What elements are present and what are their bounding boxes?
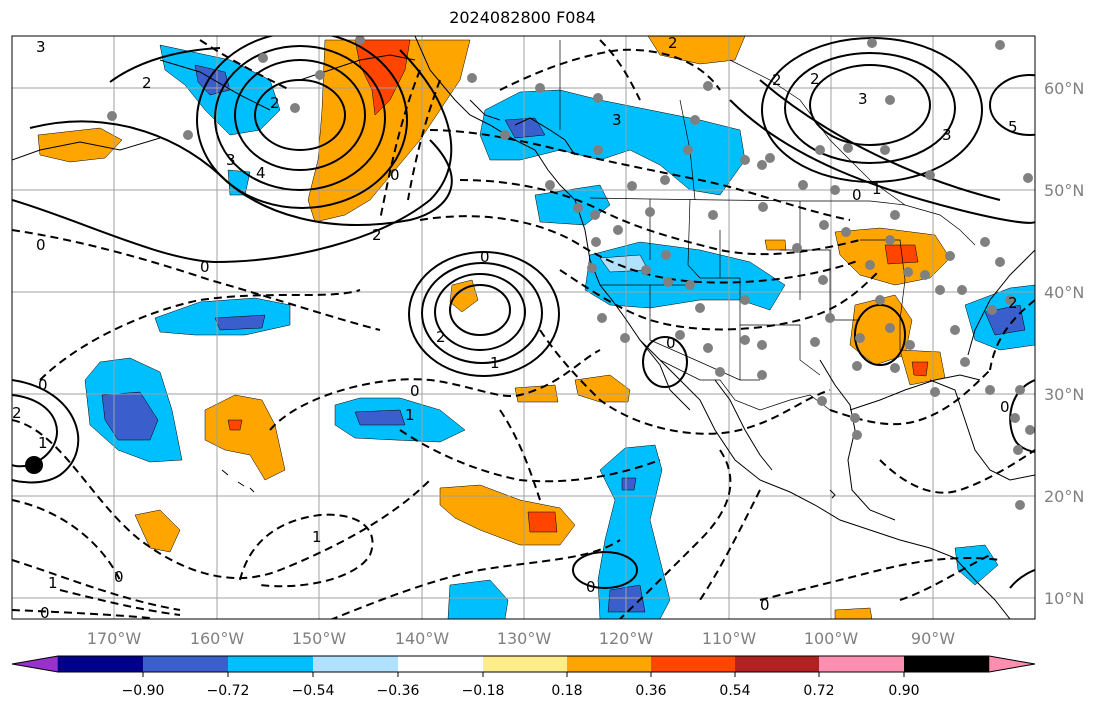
contour-label: 3 (858, 90, 868, 108)
colorbar-tick: 0.54 (719, 683, 750, 699)
map-frame (11, 35, 1036, 620)
longitude-label: 140°W (395, 629, 450, 648)
contour-label: 2 (668, 34, 678, 52)
map-title: 2024082800 F084 (449, 8, 596, 27)
contour-label: 0 (852, 186, 862, 204)
longitude-label: 160°W (190, 629, 245, 648)
colorbar-extend-high (988, 655, 1036, 673)
contour-label: 3 (942, 126, 952, 144)
contour-label: 0 (1000, 398, 1010, 416)
contour-label: 1 (48, 574, 58, 592)
contour-label: 0 (390, 166, 400, 184)
colorbar-tick: −0.18 (462, 683, 505, 699)
contour-label: 2 (810, 70, 820, 88)
longitude-label: 120°W (599, 629, 654, 648)
contour-label: 4 (256, 164, 266, 182)
longitude-axis: 170°W 160°W 150°W 140°W 130°W 120°W 110°… (87, 629, 955, 648)
contour-label: 2 (12, 404, 22, 422)
colorbar-segment (567, 656, 651, 672)
latitude-label: 40°N (1044, 283, 1084, 302)
latitude-label: 50°N (1044, 181, 1084, 200)
contour-label: 0 (480, 248, 490, 266)
longitude-label: 110°W (702, 629, 757, 648)
contour-labels: 3 2 3 4 2 0 2 0 0 2 1 0 1 0 1 0 0 3 3 2 … (12, 34, 1018, 622)
latitude-label: 60°N (1044, 79, 1084, 98)
colorbar-tick: −0.36 (377, 683, 420, 699)
colorbar-segment (313, 656, 398, 672)
contour-label: 0 (36, 236, 46, 254)
contour-label: 0 (38, 376, 48, 394)
latitude-label: 20°N (1044, 487, 1084, 506)
contour-label: 0 (200, 258, 210, 276)
colorbar-segment (904, 656, 989, 672)
colorbar-tick: 0.72 (803, 683, 834, 699)
colorbar-segment (143, 656, 228, 672)
colorbar-segment (651, 656, 735, 672)
longitude-label: 150°W (292, 629, 347, 648)
contour-label: 0 (666, 334, 676, 352)
colorbar-segment (58, 656, 143, 672)
contour-label: 3 (612, 111, 622, 129)
contour-label: 0 (410, 382, 420, 400)
latitude-label: 10°N (1044, 589, 1084, 608)
contour-label: 1 (38, 434, 48, 452)
longitude-label: 100°W (804, 629, 859, 648)
contour-label: 2 (772, 71, 782, 89)
longitude-label: 90°W (911, 629, 955, 648)
colorbar-segment (228, 656, 313, 672)
contour-label: 0 (40, 604, 50, 622)
station-markers (107, 36, 1035, 510)
contour-label: 1 (312, 528, 322, 546)
colorbar-tick: 0.90 (888, 683, 919, 699)
contour-label: 1 (405, 406, 415, 424)
colorbar-tick: −0.72 (207, 683, 250, 699)
colorbar-segment (735, 656, 819, 672)
longitude-label: 170°W (87, 629, 142, 648)
colorbar-tick: −0.90 (122, 683, 165, 699)
contour-label: 3 (36, 38, 46, 56)
contour-label: 2 (372, 226, 382, 244)
contour-lines (12, 36, 1035, 589)
contour-lines-dashed (12, 39, 1035, 619)
contour-label: 2 (142, 74, 152, 92)
colorbar-extend-low (11, 655, 59, 673)
coastlines (12, 36, 1035, 619)
contour-label: 5 (1008, 118, 1018, 136)
colorbar-tick: 0.18 (551, 683, 582, 699)
contour-label: 0 (114, 568, 124, 586)
contour-label: 2 (270, 94, 280, 112)
contour-label: 3 (226, 151, 236, 169)
colorbar-segment (819, 656, 904, 672)
contour-label: 1 (872, 180, 882, 198)
colorbar: −0.90 −0.72 −0.54 −0.36 −0.18 0.18 0.36 … (11, 655, 1036, 699)
contour-label: 2 (436, 328, 446, 346)
colorbar-tick: 0.36 (635, 683, 666, 699)
contour-label: 0 (760, 596, 770, 614)
colorbar-segment (483, 656, 567, 672)
colorbar-tick: −0.54 (292, 683, 335, 699)
contour-label: 0 (586, 578, 596, 596)
contour-label: 1 (490, 354, 500, 372)
contour-label: 2 (1008, 294, 1018, 312)
latitude-label: 30°N (1044, 385, 1084, 404)
colorbar-segment (398, 656, 483, 672)
latitude-axis: 60°N 50°N 40°N 30°N 20°N 10°N (1044, 79, 1084, 608)
map-plot-area: 3 2 3 4 2 0 2 0 0 2 1 0 1 0 1 0 0 3 3 2 … (12, 34, 1035, 622)
longitude-label: 130°W (497, 629, 552, 648)
location-marker (25, 456, 43, 474)
